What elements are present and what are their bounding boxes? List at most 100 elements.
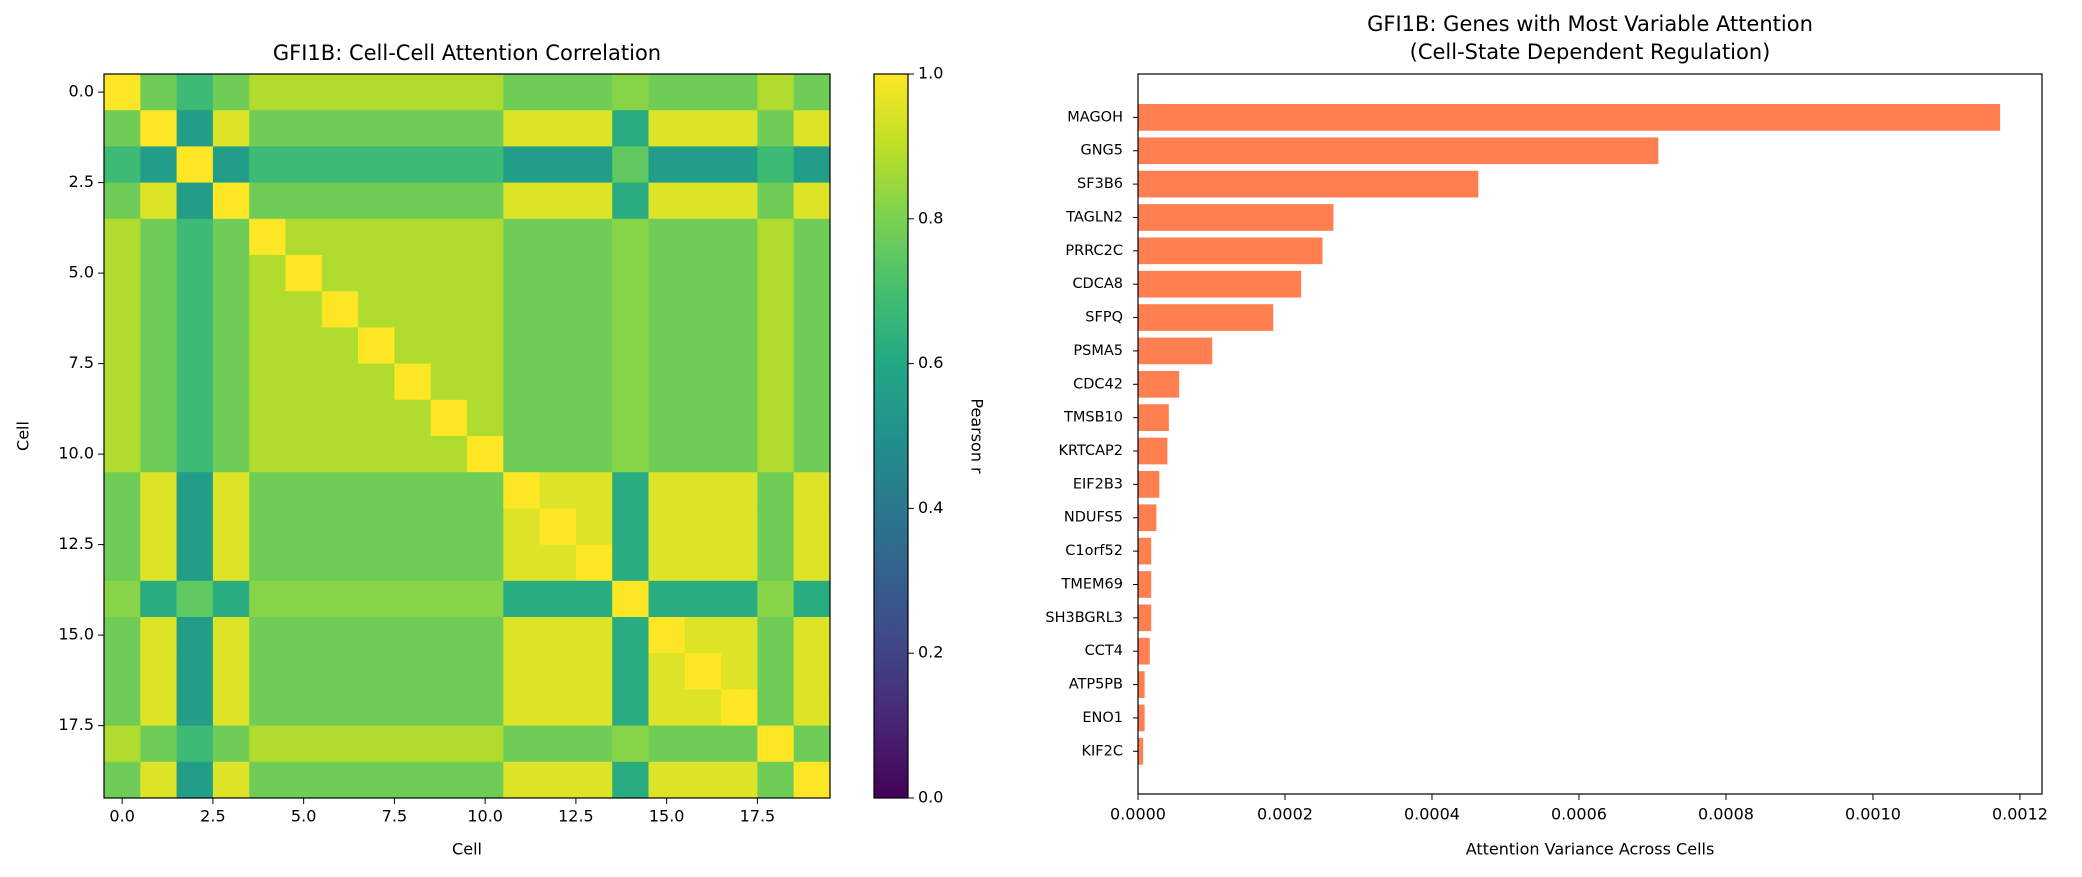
heatmap-cell	[140, 182, 178, 220]
heatmap-cell	[721, 508, 758, 546]
heatmap-cell	[394, 74, 432, 111]
heatmap-cell	[321, 436, 359, 473]
heatmap-cell	[358, 74, 395, 111]
x-tick-label: 12.5	[558, 807, 594, 826]
heatmap-cell	[539, 363, 577, 401]
heatmap-cell	[503, 544, 541, 582]
heatmap-cell	[575, 146, 613, 184]
heatmap-cell	[212, 761, 250, 799]
heatmap-cell	[176, 544, 214, 582]
heatmap-cell	[358, 218, 395, 256]
heatmap-cell	[721, 110, 758, 147]
heatmap-cell	[648, 74, 686, 111]
heatmap-cell	[249, 689, 286, 727]
heatmap-cell	[140, 74, 178, 111]
heatmap-cell	[176, 761, 214, 799]
y-tick-label: 2.5	[69, 172, 94, 191]
heatmap-cell	[321, 327, 359, 365]
heatmap-cell	[430, 399, 468, 437]
heatmap-cell	[648, 327, 686, 365]
heatmap-cell	[648, 182, 686, 220]
heatmap-cell	[285, 182, 323, 220]
heatmap-cell	[430, 291, 468, 328]
heatmap-cell	[212, 146, 250, 184]
heatmap-cell	[575, 110, 613, 147]
colorbar-tick-label: 0.8	[918, 208, 943, 227]
heatmap-cell	[648, 653, 686, 690]
x-tick-label: 0.0006	[1551, 805, 1607, 824]
heatmap-cell	[612, 472, 649, 509]
heatmap-cell	[793, 617, 831, 654]
y-tick-label: EIF2B3	[1073, 476, 1123, 492]
heatmap-cell	[176, 146, 214, 184]
heatmap-cell	[104, 544, 141, 582]
heatmap-cell	[684, 74, 722, 111]
x-tick-label: 17.5	[740, 807, 776, 826]
heatmap-cell	[757, 74, 795, 111]
heatmap-cell	[249, 255, 286, 292]
x-tick-label: 10.0	[467, 807, 503, 826]
heatmap-cell	[321, 689, 359, 727]
heatmap-cell	[793, 255, 831, 292]
colorbar-tick-label: 0.4	[918, 498, 943, 517]
heatmap-cell	[104, 472, 141, 509]
colorbar-label: Pearson r	[968, 398, 987, 474]
heatmap-cell	[140, 653, 178, 690]
heatmap-cell	[648, 110, 686, 147]
x-tick-label: 0.0	[109, 807, 134, 826]
heatmap-cell	[394, 363, 432, 401]
heatmap-cell	[467, 508, 504, 546]
colorbar-tick-label: 0.6	[918, 353, 943, 372]
heatmap-cell	[104, 146, 141, 184]
heatmap-cell	[358, 689, 395, 727]
y-tick-label: 5.0	[69, 263, 94, 282]
heatmap-cell	[467, 472, 504, 509]
heatmap-cell	[249, 291, 286, 328]
heatmap-cell	[721, 472, 758, 509]
heatmap-cell	[467, 436, 504, 473]
heatmap-cell	[249, 436, 286, 473]
heatmap-cell	[140, 436, 178, 473]
heatmap-cell	[467, 327, 504, 365]
bar	[1138, 137, 1659, 165]
heatmap-cell	[140, 580, 178, 618]
heatmap-cell	[721, 689, 758, 727]
heatmap-cell	[575, 653, 613, 690]
heatmap-cell	[285, 363, 323, 401]
heatmap-cell	[321, 508, 359, 546]
heatmap-cell	[394, 291, 432, 328]
plot-frame	[103, 73, 831, 799]
heatmap-cell	[539, 218, 577, 256]
y-tick-label: KRTCAP2	[1058, 443, 1123, 459]
heatmap-cell	[757, 291, 795, 328]
heatmap-cell	[394, 182, 432, 220]
heatmap-cell	[721, 761, 758, 799]
heatmap-cell	[721, 182, 758, 220]
heatmap-cell	[249, 399, 286, 437]
heatmap-cell	[176, 472, 214, 509]
heatmap-cell	[212, 363, 250, 401]
heatmap-cell	[467, 74, 504, 111]
heatmap-cell	[358, 110, 395, 147]
y-tick-label: SF3B6	[1077, 176, 1123, 192]
bar	[1138, 270, 1302, 298]
heatmap-cell	[467, 689, 504, 727]
heatmap-cell	[648, 291, 686, 328]
heatmap-cell	[467, 291, 504, 328]
heatmap-cell	[394, 218, 432, 256]
heatmap-cell	[285, 689, 323, 727]
heatmap-cell	[321, 110, 359, 147]
heatmap-cell	[503, 74, 541, 111]
heatmap-cell	[757, 218, 795, 256]
heatmap-cell	[757, 110, 795, 147]
heatmap-cell	[721, 255, 758, 292]
heatmap-cell	[430, 218, 468, 256]
heatmap-cell	[793, 508, 831, 546]
heatmap-cell	[321, 580, 359, 618]
heatmap-cell	[358, 327, 395, 365]
heatmap-cell	[721, 399, 758, 437]
heatmap-cell	[793, 689, 831, 727]
heatmap-cell	[104, 291, 141, 328]
heatmap-cell	[467, 255, 504, 292]
heatmap-cell	[140, 689, 178, 727]
